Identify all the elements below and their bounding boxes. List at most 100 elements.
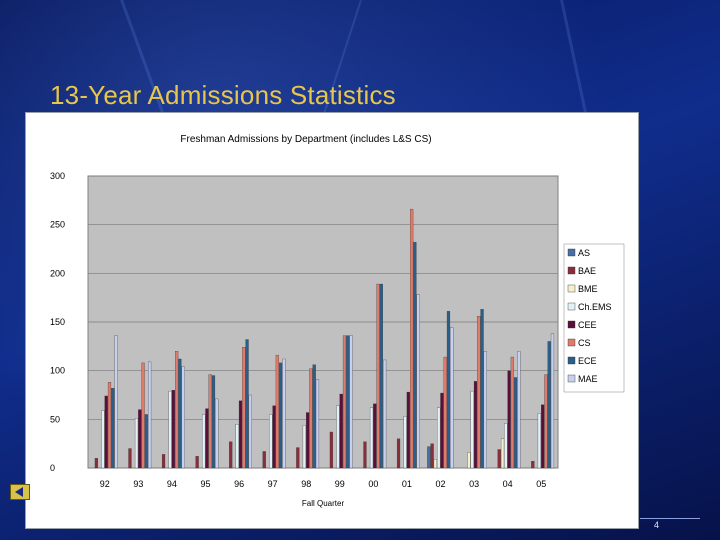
bar-bme [433, 459, 437, 469]
x-tick-label: 94 [167, 479, 177, 489]
bar-cee [138, 409, 142, 469]
x-axis-ticks: 92 93 94 95 96 97 98 99 00 01 02 03 04 05 [100, 479, 546, 489]
bar-bae [161, 454, 166, 469]
bar-chems [369, 407, 374, 469]
bar-cs [376, 283, 380, 469]
bar-ece [346, 335, 350, 469]
x-tick-label: 96 [234, 479, 244, 489]
bar-ece [480, 309, 484, 469]
bar-chems [302, 425, 306, 469]
bar-bme [500, 438, 505, 469]
bar-bae [497, 449, 501, 469]
chart-frame: Freshman Admissions by Department (inclu… [25, 112, 639, 529]
legend-label: AS [578, 248, 590, 258]
bar-bae [262, 451, 266, 469]
legend-label: BME [578, 284, 598, 294]
bar-bae [363, 441, 367, 469]
legend-swatch [567, 356, 576, 365]
bar-mae [383, 359, 387, 469]
legend: AS BAE BME Ch.EMS CEE CS ECE MAE [563, 243, 625, 393]
previous-slide-button[interactable] [10, 484, 30, 500]
bar-chems [504, 423, 508, 469]
bar-mae [248, 394, 252, 469]
bar-bme [467, 452, 471, 469]
legend-swatch [567, 374, 576, 383]
bar-chems [336, 405, 340, 469]
bar-cee [507, 370, 511, 469]
bar-mae [215, 398, 219, 469]
bar-ece [211, 375, 216, 469]
bar-cs [309, 368, 313, 469]
x-tick-label: 03 [469, 479, 479, 489]
x-axis-label: Fall Quarter [302, 499, 345, 508]
bar-cee [171, 389, 175, 469]
bar-cs [410, 208, 414, 469]
x-tick-label: 04 [503, 479, 513, 489]
bar-bae [396, 438, 401, 469]
bar-ece [413, 242, 417, 469]
bar-mae [550, 333, 555, 469]
bars [94, 208, 555, 469]
bar-cs [443, 356, 447, 469]
bar-cee [473, 381, 478, 469]
legend-label: CS [578, 338, 591, 348]
legend-swatch [567, 266, 576, 275]
bar-cee [104, 395, 108, 469]
x-tick-label: 97 [268, 479, 278, 489]
legend-swatch [567, 248, 576, 257]
legend-label: ECE [578, 356, 597, 366]
bar-bae [195, 456, 199, 469]
bar-cee [238, 400, 243, 469]
bar-mae [114, 335, 118, 469]
bar-bae [430, 443, 434, 469]
bar-cee [541, 404, 545, 469]
bar-chems [437, 407, 441, 469]
y-tick-label: 200 [50, 268, 65, 278]
bar-ece [379, 283, 383, 469]
bar-cs [107, 382, 112, 469]
x-tick-label: 93 [133, 479, 143, 489]
x-tick-label: 98 [301, 479, 311, 489]
legend-label: Ch.EMS [578, 302, 612, 312]
legend-swatch [567, 284, 576, 293]
bar-ece [446, 311, 451, 469]
bar-cs [510, 356, 514, 469]
bar-ece [312, 364, 316, 469]
x-tick-label: 01 [402, 479, 412, 489]
bar-ece [547, 341, 551, 469]
bar-ece [279, 362, 283, 469]
bar-cs [175, 351, 179, 469]
x-tick-label: 92 [100, 479, 110, 489]
bar-ece [111, 388, 115, 469]
legend-swatch [567, 338, 576, 347]
bar-chems [202, 414, 206, 469]
footer-divider [640, 518, 700, 519]
bar-chems [470, 390, 474, 469]
bar-as [427, 446, 431, 469]
legend-swatch [567, 320, 576, 329]
bar-cee [306, 412, 310, 469]
bar-bae [296, 447, 300, 469]
bar-bae [531, 461, 535, 469]
bar-ece [144, 414, 148, 469]
admissions-chart: Freshman Admissions by Department (inclu… [50, 134, 625, 508]
y-tick-label: 300 [50, 171, 65, 181]
bar-cs [242, 347, 246, 469]
bar-cee [406, 391, 410, 469]
bar-chems [235, 424, 239, 469]
bar-cs [477, 316, 481, 469]
y-tick-label: 0 [50, 463, 55, 473]
bar-bae [329, 431, 333, 469]
bar-ece [514, 377, 518, 469]
y-tick-label: 50 [50, 414, 60, 424]
bar-cee [205, 408, 209, 469]
x-tick-label: 95 [200, 479, 210, 489]
x-tick-label: 02 [435, 479, 445, 489]
bar-mae [349, 335, 353, 469]
bar-mae [181, 366, 185, 469]
bar-cee [339, 393, 343, 469]
bar-cs [208, 374, 212, 469]
bar-cee [373, 403, 377, 469]
legend-label: CEE [578, 320, 597, 330]
bar-mae [517, 351, 521, 469]
